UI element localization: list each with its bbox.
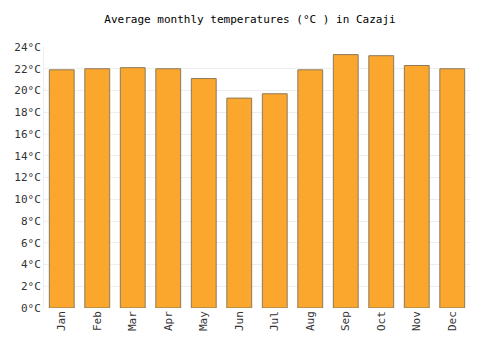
svg-text:May: May [197,311,210,331]
svg-text:22°C: 22°C [14,63,41,76]
svg-text:4°C: 4°C [21,258,41,271]
svg-text:8°C: 8°C [21,215,41,228]
svg-text:Feb: Feb [91,311,104,331]
svg-text:20°C: 20°C [14,84,41,97]
svg-text:24°C: 24°C [14,41,41,54]
svg-text:Average monthly temperatures (: Average monthly temperatures (°C ) in Ca… [104,13,395,26]
svg-text:Dec: Dec [446,311,459,331]
svg-text:Aug: Aug [304,311,317,331]
svg-text:Jul: Jul [268,311,281,331]
svg-text:Mar: Mar [126,311,139,331]
svg-text:14°C: 14°C [14,150,41,163]
svg-text:Sep: Sep [339,311,352,331]
svg-text:12°C: 12°C [14,171,41,184]
svg-text:16°C: 16°C [14,128,41,141]
svg-text:0°C: 0°C [21,302,41,315]
svg-text:Jan: Jan [55,311,68,331]
svg-text:10°C: 10°C [14,193,41,206]
svg-text:2°C: 2°C [21,280,41,293]
svg-text:Oct: Oct [375,311,388,331]
svg-text:18°C: 18°C [14,106,41,119]
svg-text:6°C: 6°C [21,237,41,250]
svg-text:Apr: Apr [162,311,175,331]
svg-text:Nov: Nov [410,311,423,331]
svg-text:Jun: Jun [233,311,246,331]
